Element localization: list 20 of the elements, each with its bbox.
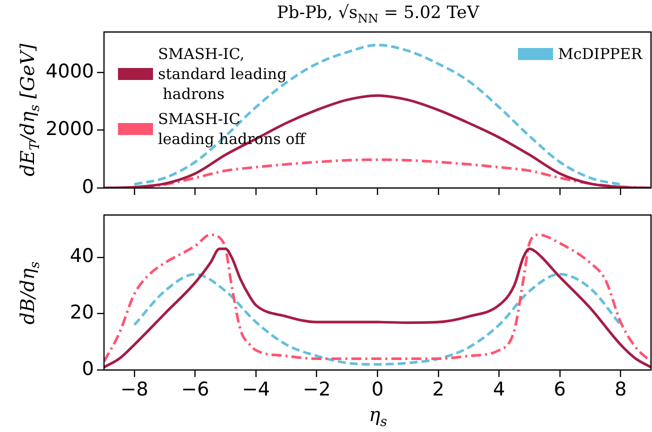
y-tick-label: 40 bbox=[70, 245, 94, 268]
x-tick-label: 4 bbox=[493, 378, 506, 400]
x-axis-title: η$_{s}$ bbox=[368, 404, 388, 430]
x-tick-label: −8 bbox=[120, 378, 148, 400]
legend-label: SMASH-IC, standard leading hadrons bbox=[158, 44, 287, 104]
chart-title: Pb-Pb, √s$_{NN}$ = 5.02 TeV bbox=[276, 3, 480, 26]
y-tick-label: 2000 bbox=[46, 118, 94, 140]
x-tick-label: 0 bbox=[371, 378, 384, 400]
x-tick-label: 6 bbox=[554, 378, 566, 400]
x-tick-label: −2 bbox=[302, 378, 331, 400]
x-tick-label: −6 bbox=[181, 378, 210, 400]
x-tick-label: −4 bbox=[242, 378, 270, 400]
line-series bbox=[133, 272, 622, 366]
y-tick-label: 0 bbox=[82, 358, 94, 380]
x-tick-label: 2 bbox=[432, 378, 444, 400]
legend-label: McDIPPER bbox=[558, 44, 642, 64]
y-tick-label: 20 bbox=[70, 302, 94, 324]
y-tick-label: 0 bbox=[82, 176, 94, 198]
y-tick-label: 4000 bbox=[46, 60, 94, 82]
x-tick-label: 8 bbox=[614, 378, 627, 400]
